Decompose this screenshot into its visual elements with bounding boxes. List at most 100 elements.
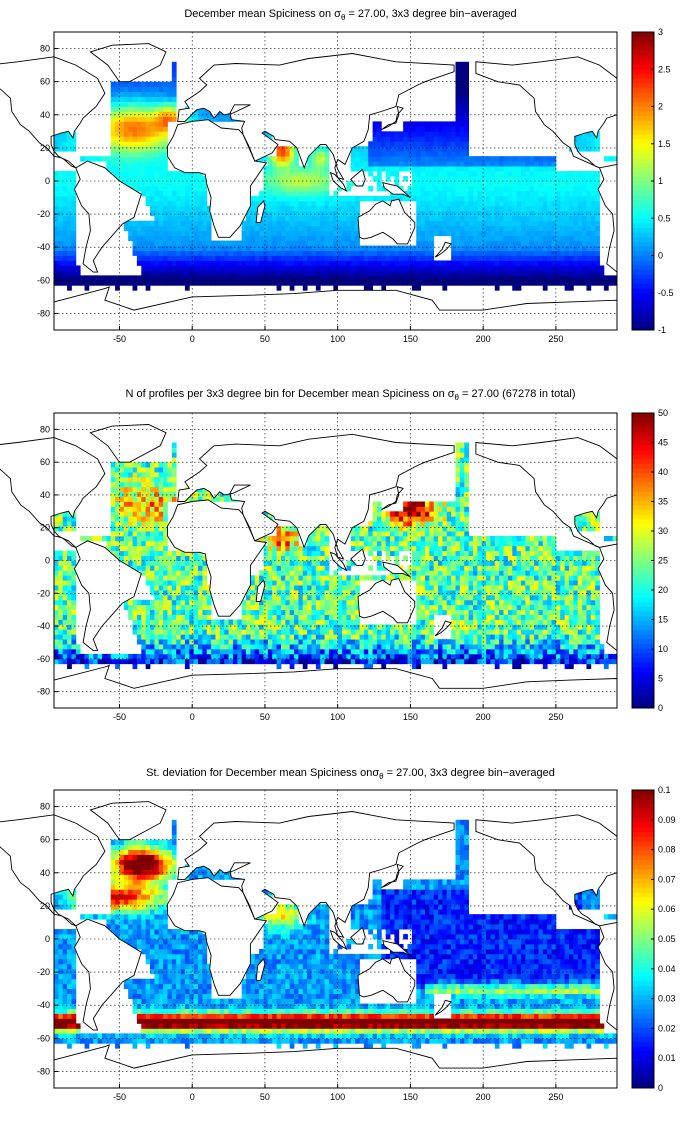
heat-cell — [198, 555, 203, 561]
heat-cell — [372, 545, 378, 552]
heat-cell — [438, 185, 443, 192]
heat-cell — [328, 619, 334, 625]
heat-cell — [198, 644, 203, 650]
heat-cell — [71, 614, 77, 620]
heat-cell — [211, 649, 216, 655]
heat-cell — [54, 649, 59, 655]
heat-cell — [163, 531, 168, 537]
heat-cell — [110, 171, 116, 177]
heat-cell — [180, 280, 186, 286]
heat-cell — [154, 644, 160, 650]
heat-cell — [477, 210, 483, 217]
heat-cell — [294, 265, 299, 271]
heat-cell — [198, 210, 203, 217]
heat-cell — [368, 634, 373, 640]
heat-cell — [163, 629, 168, 635]
heat-cell — [355, 653, 360, 660]
heat-cell — [355, 580, 360, 586]
heat-cell — [555, 245, 561, 251]
heat-cell — [398, 151, 404, 157]
heat-cell — [115, 81, 120, 88]
heat-cell — [368, 540, 373, 547]
heat-cell — [150, 604, 155, 611]
heat-cell — [320, 205, 325, 212]
heat-cell — [67, 195, 72, 202]
heat-cell — [150, 614, 155, 620]
heat-cell — [507, 270, 513, 276]
heat-cell — [486, 220, 491, 227]
heat-cell — [433, 205, 439, 212]
heat-cell — [302, 171, 308, 177]
heat-cell — [520, 265, 526, 271]
heat-cell — [490, 255, 496, 261]
heat-cell — [259, 644, 264, 650]
heat-cell — [442, 215, 448, 222]
heat-cell — [390, 161, 395, 167]
heat-cell — [564, 270, 570, 276]
heat-cell — [381, 195, 387, 202]
heat-cell — [359, 161, 365, 167]
heat-cell — [551, 166, 557, 172]
heat-cell — [154, 225, 160, 232]
heat-cell — [62, 136, 68, 142]
heat-cell — [154, 476, 160, 483]
heat-cell — [176, 220, 181, 227]
heat-cell — [71, 280, 77, 286]
heat-cell — [102, 280, 107, 286]
heat-cell — [123, 171, 129, 177]
heat-cell — [433, 126, 439, 132]
heat-cell — [568, 255, 574, 261]
heat-cell — [123, 106, 129, 112]
heat-cell — [132, 526, 138, 532]
heat-cell — [136, 639, 142, 645]
heat-cell — [499, 195, 504, 202]
heat-cell — [429, 245, 435, 251]
heat-cell — [132, 235, 138, 241]
heat-cell — [394, 250, 400, 256]
heat-cell — [507, 210, 513, 217]
heat-cell — [568, 265, 574, 271]
colorbar-segment — [632, 241, 654, 247]
heat-cell — [171, 442, 177, 448]
heat-cell — [267, 171, 273, 177]
heat-cell — [359, 575, 365, 581]
heat-cell — [237, 265, 243, 271]
heat-cell — [211, 260, 216, 266]
heat-cell — [586, 190, 592, 197]
heat-cell — [499, 215, 504, 222]
heat-cell — [154, 545, 160, 552]
colorbar-segment — [632, 199, 654, 205]
heat-cell — [564, 230, 570, 237]
heat-cell — [520, 161, 526, 167]
heat-cell — [298, 230, 304, 237]
heat-cell — [555, 280, 561, 286]
heat-cell — [451, 141, 456, 147]
heat-cell — [272, 535, 277, 542]
heat-cell — [442, 136, 448, 142]
heat-cell — [180, 555, 186, 561]
heat-cell — [93, 275, 99, 281]
heat-cell — [193, 245, 199, 251]
heat-cell — [115, 91, 120, 97]
heat-cell — [464, 250, 470, 256]
heat-cell — [416, 141, 421, 147]
heat-cell — [163, 472, 168, 478]
heat-cell — [590, 195, 596, 202]
heat-cell — [595, 245, 600, 251]
heat-cell — [115, 658, 120, 665]
heat-cell — [573, 245, 579, 251]
heat-cell — [267, 614, 273, 620]
heat-cell — [198, 260, 203, 266]
heat-cell — [285, 555, 291, 561]
heat-cell — [442, 161, 448, 167]
heat-cell — [180, 190, 186, 197]
heat-cell — [289, 280, 295, 286]
heat-cell — [328, 260, 334, 266]
heat-cell — [254, 629, 260, 635]
heat-cell — [446, 171, 452, 177]
heat-cell — [298, 614, 304, 620]
heat-cell — [529, 161, 535, 167]
heat-cell — [359, 245, 365, 251]
heat-cell — [455, 260, 461, 266]
heat-cell — [58, 250, 64, 256]
